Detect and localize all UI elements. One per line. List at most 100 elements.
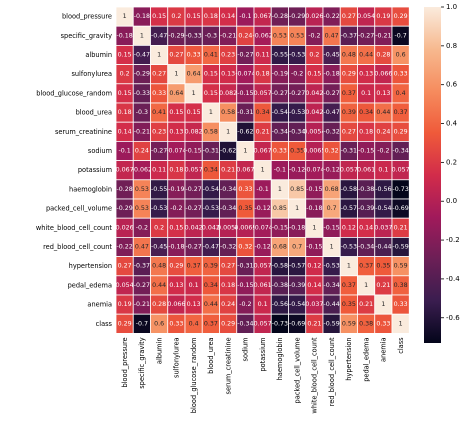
cell-value-label: 0.14	[307, 282, 321, 289]
cell-value-label: -0.27	[185, 205, 201, 212]
cell-value-label: -0.1	[256, 186, 268, 193]
cell-value-label: 0.64	[169, 90, 183, 97]
cell-value-label: -0.39	[289, 282, 305, 289]
cell-value-label: 0.0054	[217, 224, 239, 231]
colorbar-tick-label: 0.2	[446, 158, 457, 166]
cell-value-label: 0.24	[135, 148, 149, 155]
cell-value-label: -0.54	[272, 109, 288, 116]
cell-value-label: -0.15	[185, 148, 201, 155]
cell-value-label: 0.0054	[303, 128, 325, 135]
cell-value-label: 0.082	[219, 90, 237, 97]
cell-value-label: 0.32	[325, 148, 339, 155]
colorbar-tick-label: -0.2	[446, 236, 460, 244]
cell-value-label: -0.15	[306, 186, 322, 193]
cell-value-label: -0.31	[341, 148, 357, 155]
cell-value-label: -0.27	[185, 186, 201, 193]
cell-value-label: 0.1	[258, 301, 268, 308]
cell-value-label: 0.19	[118, 301, 132, 308]
cell-value-label: -0.55	[272, 52, 288, 59]
cell-value-label: 0.47	[325, 32, 339, 39]
cell-value-label: -0.33	[134, 90, 150, 97]
cell-value-label: 0.33	[273, 148, 287, 155]
column-label: potassium	[259, 337, 267, 371]
cell-value-label: -0.27	[289, 90, 305, 97]
cell-value-label: 0.27	[152, 71, 166, 78]
cell-value-label: -0.45	[323, 52, 339, 59]
cell-value-label: 0.68	[325, 186, 339, 193]
cell-value-label: 0.33	[394, 301, 408, 308]
cell-value-label: 0.026	[305, 13, 323, 20]
cell-value-label: 0.44	[152, 282, 166, 289]
row-label: hypertension	[69, 262, 112, 270]
cell-value-label: 1	[157, 52, 161, 59]
cell-value-label: -0.54	[375, 205, 391, 212]
cell-value-label: 0.4	[396, 90, 406, 97]
cell-value-label: -0.12	[323, 167, 339, 174]
cell-value-label: 0.037	[374, 224, 392, 231]
cell-value-label: -0.34	[220, 205, 236, 212]
cell-value-label: 0.067	[254, 148, 272, 155]
cell-value-label: 0.1	[378, 167, 388, 174]
cell-value-label: -0.21	[220, 32, 236, 39]
cell-value-label: -0.44	[375, 244, 391, 251]
cell-value-label: -0.29	[289, 13, 305, 20]
cell-value-label: -0.074	[304, 167, 324, 174]
colorbar-tick-label: 1.0	[446, 3, 457, 11]
cell-value-label: 1	[330, 244, 334, 251]
cell-value-label: 0.21	[307, 320, 321, 327]
cell-value-label: -0.47	[151, 32, 167, 39]
cell-value-label: -0.39	[358, 205, 374, 212]
cell-value-label: 0.29	[394, 128, 408, 135]
cell-value-label: 0.35	[342, 301, 356, 308]
cell-value-label: 0.37	[204, 320, 218, 327]
cell-value-label: 0.2	[154, 224, 164, 231]
cell-value-label: 0.28	[376, 52, 390, 59]
cell-value-label: -0.1	[274, 167, 286, 174]
column-labels: blood_pressure specific_gravity albumin sul…	[121, 337, 405, 414]
cell-value-label: -0.38	[272, 282, 288, 289]
cell-value-label: -0.18	[134, 13, 150, 20]
cell-value-label: 0.27	[221, 263, 235, 270]
cell-value-label: -0.37	[341, 32, 357, 39]
cell-value-label: -0.34	[358, 244, 374, 251]
cell-value-label: 0.21	[394, 224, 408, 231]
cell-value-label: 0.38	[359, 320, 373, 327]
cell-value-label: 0.21	[359, 301, 373, 308]
cell-value-label: 0.33	[152, 90, 166, 97]
cell-value-label: -0.18	[323, 71, 339, 78]
column-label: pedal_edema	[362, 337, 370, 381]
cell-value-label: -0.27	[134, 282, 150, 289]
cell-value-label: -0.15	[323, 224, 339, 231]
cell-value-label: 0.44	[359, 52, 373, 59]
column-label: blood_urea	[207, 337, 215, 373]
cell-value-label: 0.29	[394, 13, 408, 20]
column-label: red_blood_cell_count	[328, 337, 336, 406]
cell-value-label: 0.13	[169, 282, 183, 289]
row-label: packed_cell_volume	[46, 205, 112, 213]
cell-value-label: 0.23	[152, 128, 166, 135]
row-label: serum_creatinine	[55, 128, 112, 136]
cell-value-label: 0.13	[169, 128, 183, 135]
cell-value-label: 0.15	[187, 13, 201, 20]
cell-value-label: -0.34	[392, 148, 408, 155]
cell-value-label: -0.54	[203, 186, 219, 193]
cell-value-label: -0.32	[323, 128, 339, 135]
cell-value-label: 0.18	[169, 167, 183, 174]
column-label: hypertension	[345, 337, 353, 380]
cell-value-label: -0.15	[237, 282, 253, 289]
cell-value-label: 0.21	[256, 128, 270, 135]
cell-value-label: 0.33	[169, 320, 183, 327]
cell-value-label: 0.057	[254, 263, 272, 270]
cell-value-label: 0.18	[221, 282, 235, 289]
cell-value-label: 0.057	[254, 90, 272, 97]
cell-value-label: 0.066	[374, 71, 392, 78]
cell-value-label: -0.47	[323, 109, 339, 116]
cell-value-label: -0.27	[323, 90, 339, 97]
cell-value-label: 0.27	[118, 263, 132, 270]
cell-value-label: -0.34	[289, 128, 305, 135]
row-label: sodium	[88, 147, 112, 155]
cell-value-label: -0.12	[289, 167, 305, 174]
cell-value-label: 0.35	[238, 205, 252, 212]
colorbar-tick-label: 0.0	[446, 197, 457, 205]
cell-value-label: 0.6	[396, 52, 406, 59]
